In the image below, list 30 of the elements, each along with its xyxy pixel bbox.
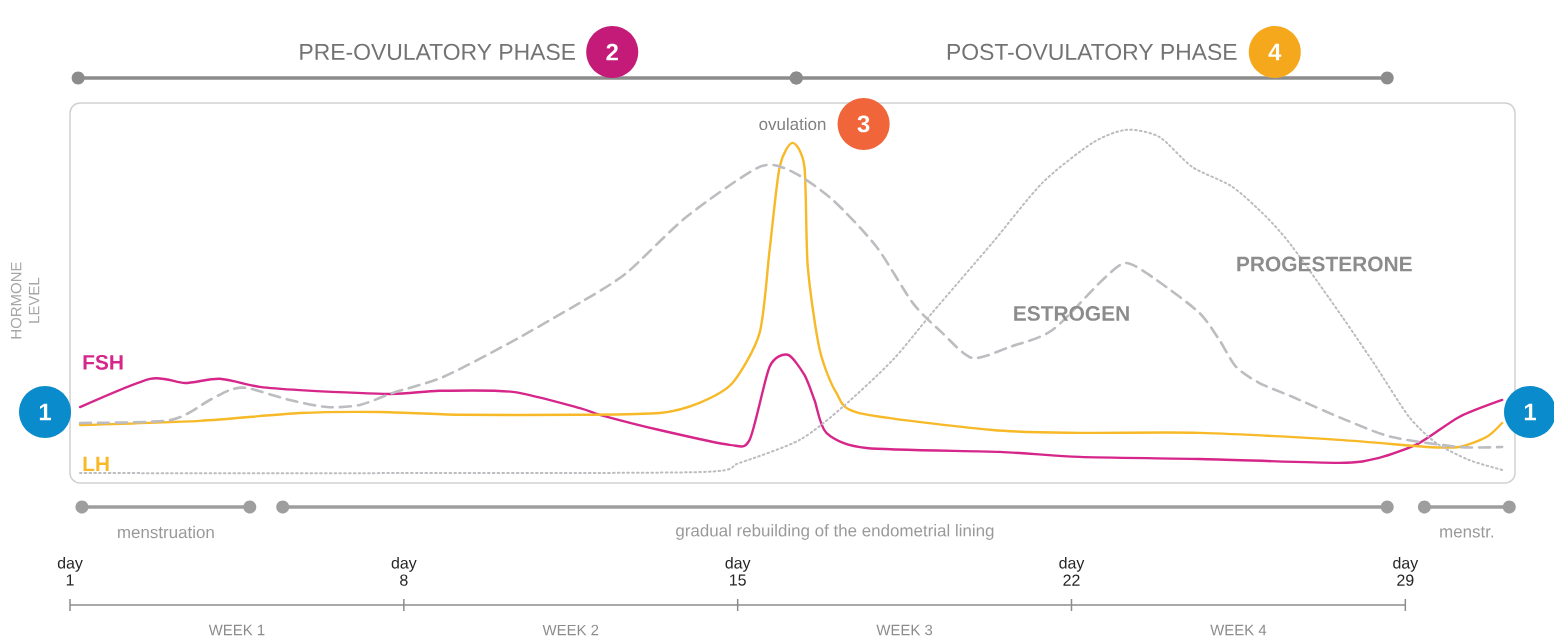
text: day — [391, 556, 417, 572]
x-tick-label: 22 — [1063, 574, 1080, 586]
text: day — [725, 556, 751, 572]
text: menstruation — [118, 525, 214, 539]
series-label: FSH — [83, 354, 123, 370]
x-tick-label: 29 — [1397, 574, 1414, 586]
text: 1 — [1524, 403, 1536, 421]
text: 4 — [1268, 43, 1282, 61]
series-label: ESTROGEN — [1014, 306, 1129, 321]
annotation: ovulation — [759, 117, 826, 131]
x-tick-label: 8 — [400, 574, 408, 586]
text: 2 — [606, 43, 618, 61]
text: menstr. — [1440, 526, 1494, 538]
text: WEEK 4 — [1210, 624, 1267, 636]
text: day — [1393, 556, 1419, 572]
text: POST-OVULATORY PHASE — [947, 43, 1237, 61]
text: WEEK 3 — [876, 624, 933, 636]
text: day — [57, 556, 83, 572]
text: 1 — [39, 403, 51, 421]
y-axis-title: HORMONE LEVEL — [10, 262, 40, 339]
text: PRE-OVULATORY PHASE — [300, 43, 576, 61]
text: day — [1059, 556, 1085, 572]
text: WEEK 1 — [208, 624, 265, 636]
series-label: LH — [83, 456, 109, 472]
x-tick-label: 15 — [730, 574, 746, 586]
text: gradual rebuilding of the endometrial lining — [676, 524, 994, 540]
text: WEEK 2 — [542, 624, 599, 636]
annotation: 3 — [857, 115, 870, 133]
x-tick-label: 1 — [66, 574, 74, 586]
series-label: PROGESTERONE — [1237, 256, 1412, 272]
